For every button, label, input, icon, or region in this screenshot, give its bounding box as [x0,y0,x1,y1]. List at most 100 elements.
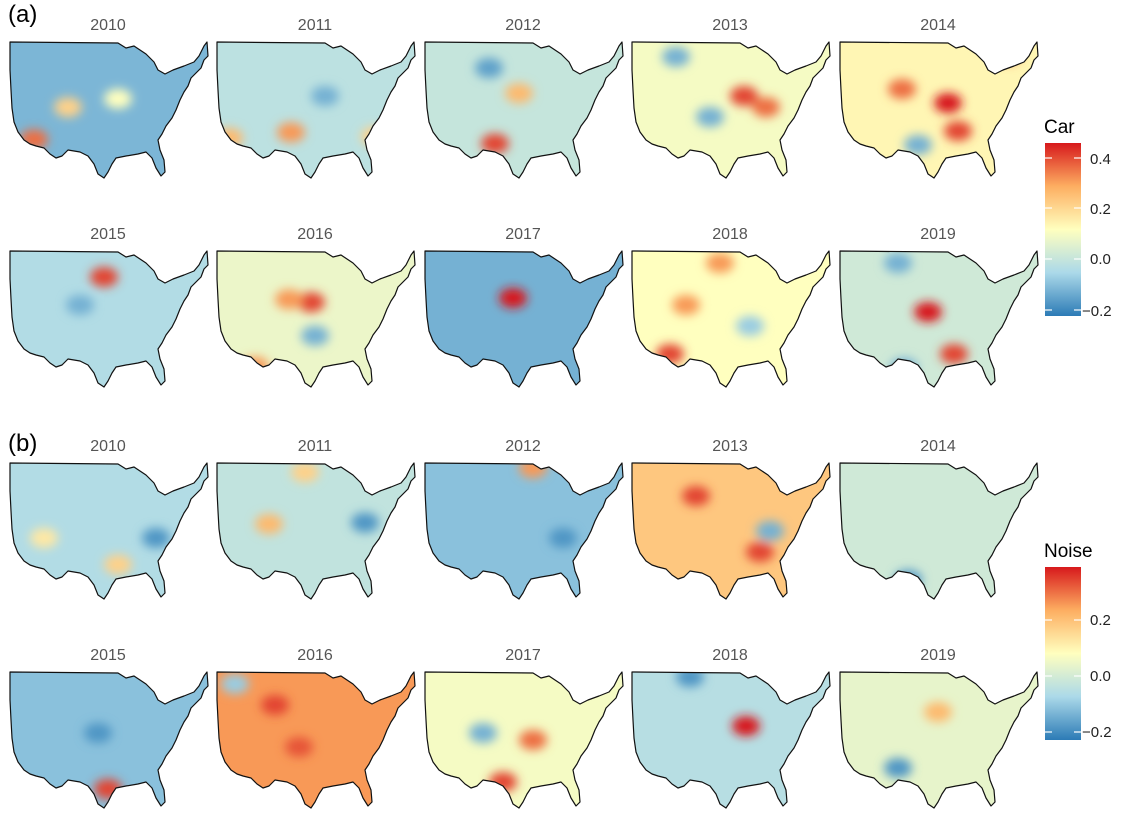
legend-tick-label: 0.2 [1090,612,1111,629]
legend-tick-label: 0.0 [1090,251,1111,268]
map-year-title: 2013 [712,17,748,34]
map-hotspot [934,93,962,113]
map-year-title: 2016 [297,226,333,243]
map-year-title: 2018 [712,226,748,243]
map-hotspot [291,463,319,483]
map-hotspot [297,292,325,313]
map-year-title: 2017 [505,226,541,243]
map-hotspot [275,289,303,310]
map-hotspot [285,737,313,757]
map-year-title: 2010 [90,17,126,34]
map-year-title: 2011 [298,17,333,34]
map-year-title: 2012 [505,17,541,34]
map-hotspot [682,486,710,506]
map-year-title: 2014 [920,17,956,34]
legend-tick-label: −0.2 [1082,724,1112,741]
map-hotspot [54,97,82,118]
legend-tick-label: 0.0 [1090,668,1111,685]
map-hotspot [277,122,305,143]
us-outline [839,462,1039,600]
map-year-title: 2010 [90,438,126,455]
legend-ticks-car [1045,157,1081,311]
map-hotspot [888,79,916,99]
map-hotspot [732,716,760,736]
map-hotspot [736,316,764,336]
map-hotspot [104,88,132,109]
map-fill [217,463,415,599]
year-map-car-2011: 2011 [216,17,416,179]
us-outline [631,250,831,388]
map-hotspot [221,674,249,694]
us-outline [424,671,624,809]
map-hotspot [924,702,952,722]
legend-car: Car 0.4 0.2 0.0 −0.2 [1044,117,1112,320]
us-outline [424,462,624,600]
us-outline [631,41,831,179]
year-map-car-2015: 2015 [9,226,209,388]
map-hotspot [255,514,283,534]
map-year-title: 2011 [298,438,333,455]
map-hotspot [988,463,1016,478]
map-hotspot [475,58,503,78]
year-map-noise-2011: 2011 [216,438,416,600]
map-hotspot [752,97,780,118]
year-map-noise-2019: 2019 [839,647,1039,809]
year-map-car-2014: 2014 [839,17,1039,179]
map-hotspot [746,542,774,562]
map-hotspot [696,107,724,127]
map-hotspot [672,295,700,315]
map-hotspot [499,288,527,308]
us-outline [9,671,209,809]
year-map-car-2018: 2018 [631,226,831,388]
legend-tick-label: 0.2 [1090,201,1111,218]
us-outline [631,671,831,809]
map-hotspot [94,779,122,799]
map-fill [840,463,1038,599]
map-fill [632,42,830,178]
map-hotspot [505,83,533,104]
map-hotspot [469,723,497,743]
year-map-noise-2010: 2010 [9,438,209,600]
map-fill [425,42,623,178]
map-hotspot [351,512,379,533]
map-year-title: 2015 [90,226,126,243]
year-map-car-2013: 2013 [631,17,831,179]
map-fill [632,463,830,599]
year-map-noise-2012: 2012 [424,438,624,600]
map-hotspot [706,253,734,273]
map-hotspot [261,695,289,715]
map-hotspot [90,267,118,287]
us-outline [839,250,1039,388]
map-fill [217,42,415,178]
map-grid: 2010 2011 2012 2013 2014 2015 2016 2017 2018 2019… [9,17,1039,809]
legend-ticks-noise [1045,619,1081,733]
legend-title-noise: Noise [1044,541,1093,562]
us-outline [9,250,209,388]
us-outline [631,462,831,600]
map-year-title: 2019 [920,226,956,243]
map-year-title: 2016 [297,647,333,664]
us-outline [216,250,416,388]
us-outline [839,671,1039,809]
panel-label-a: (a) [8,1,37,28]
panel-label-b: (b) [8,430,37,457]
map-year-title: 2012 [505,438,541,455]
map-year-title: 2018 [712,647,748,664]
map-fill [217,672,415,808]
us-outline [9,41,209,179]
legend-colorbar-car [1045,143,1081,316]
year-map-car-2012: 2012 [424,17,624,179]
map-hotspot [994,44,1022,64]
us-outline [216,671,416,809]
map-hotspot [519,730,547,750]
map-hotspot [104,554,132,575]
map-hotspot [549,528,577,548]
map-fill [425,251,623,387]
year-map-car-2010: 2010 [9,17,209,179]
map-hotspot [30,528,58,548]
map-year-title: 2013 [712,438,748,455]
legend-noise: Noise 0.2 0.0 −0.2 [1044,541,1112,741]
map-fill [632,251,830,387]
map-hotspot [884,253,912,273]
us-outline [216,462,416,600]
